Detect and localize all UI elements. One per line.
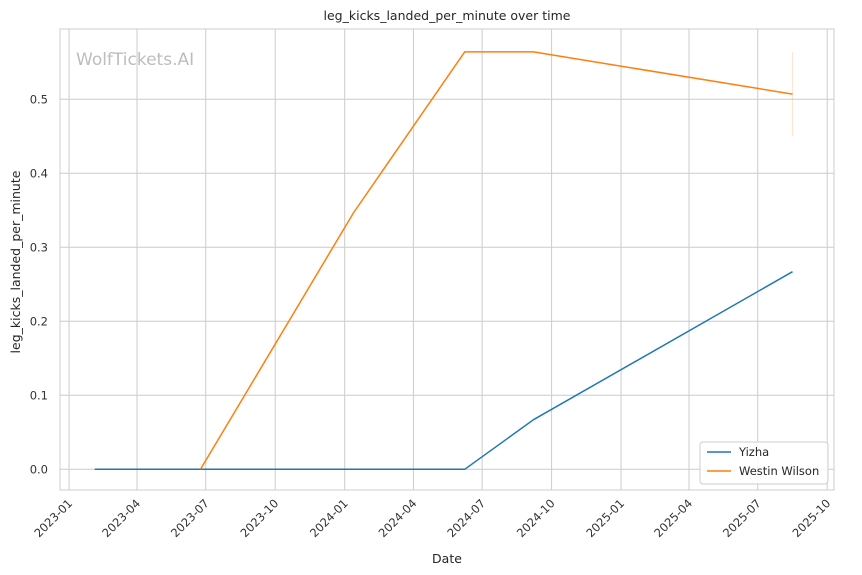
plot-frame [59,28,835,491]
chart-title: leg_kicks_landed_per_minute over time [324,8,571,23]
series-line-westin-wilson [199,51,793,470]
y-axis-label: leg_kicks_landed_per_minute [8,170,23,353]
x-axis-label: Date [432,551,462,566]
legend-label-westin-wilson: Westin Wilson [739,464,819,478]
legend-label-yizha: Yizha [738,445,769,459]
series-layer [94,51,793,471]
series-line-yizha [94,271,793,471]
y-tick-label: 0.5 [30,92,48,106]
y-tick-label: 0.0 [30,462,48,476]
y-tick-labels: 0.0 0.1 0.2 0.3 0.4 0.5 [30,92,48,476]
y-tick-label: 0.4 [30,166,48,180]
y-tick-label: 0.1 [30,388,48,402]
y-tick-label: 0.2 [30,314,48,328]
legend-box [699,441,829,485]
y-tick-label: 0.3 [30,240,48,254]
watermark: WolfTickets.AI [76,50,194,70]
legend: Yizha Westin Wilson [699,441,829,485]
